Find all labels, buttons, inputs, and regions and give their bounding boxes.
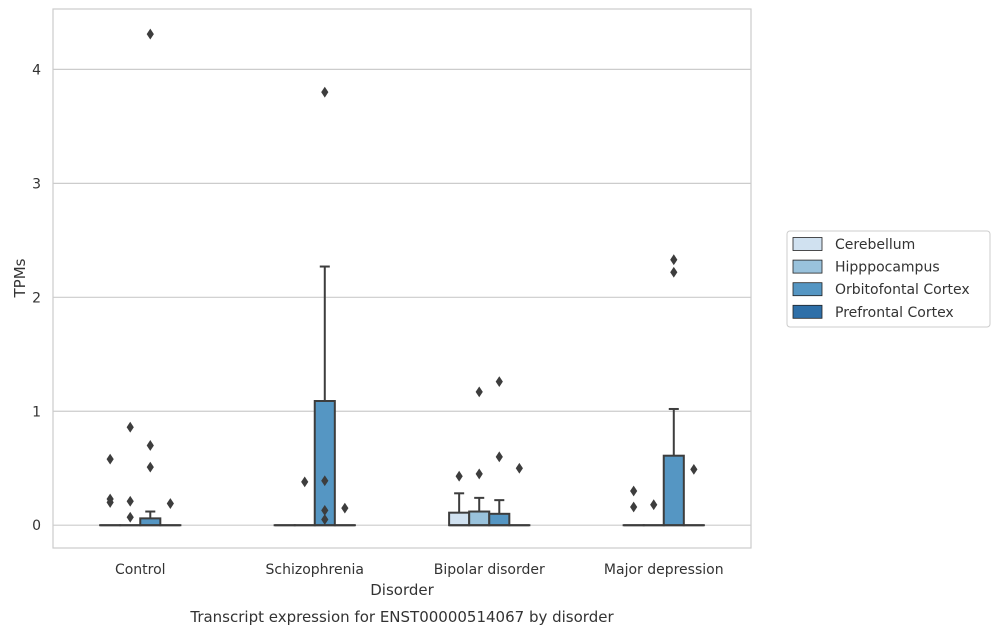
outlier-point [146, 461, 154, 473]
outlier-point [146, 440, 154, 451]
box [662, 454, 685, 527]
legend-label: Prefrontal Cortex [835, 305, 954, 321]
y-tick-label: 1 [32, 404, 41, 420]
x-tick-label: Bipolar disorder [434, 562, 545, 578]
outlier-point [630, 501, 638, 513]
outlier-point [670, 266, 678, 278]
outlier-point [301, 476, 309, 488]
outlier-point [341, 502, 349, 514]
x-tick-label: Major depression [604, 562, 724, 578]
outlier-point [106, 497, 114, 508]
outlier-point [515, 462, 523, 474]
outlier-point [630, 485, 638, 497]
y-tick-label: 0 [32, 518, 41, 534]
x-axis-ticks: Control Schizophrenia Bipolar disorder Majo… [115, 562, 724, 578]
legend-frame [786, 230, 991, 328]
box [468, 510, 491, 527]
outlier-point [495, 451, 503, 463]
outlier-point [166, 498, 174, 509]
box-group [488, 499, 511, 527]
outlier-point [670, 254, 678, 266]
legend-label: Cerebellum [835, 237, 915, 253]
box-group [448, 492, 471, 527]
box-group [139, 510, 162, 527]
outlier-point [126, 421, 134, 433]
y-tick-label: 3 [32, 176, 41, 192]
outlier-point [126, 495, 134, 507]
box-group [662, 407, 685, 527]
legend-swatch [792, 259, 823, 274]
box-group [313, 265, 336, 527]
outlier-point [475, 386, 483, 398]
y-tick-label: 2 [32, 290, 41, 306]
box [448, 511, 471, 527]
box-group [468, 496, 491, 527]
gridlines [53, 68, 751, 526]
outliers [106, 28, 698, 525]
x-axis-title: Disorder [370, 581, 434, 599]
boxes [99, 265, 705, 527]
legend-label: Hipppocampus [835, 260, 940, 276]
x-tick-label: Control [115, 562, 166, 578]
outlier-point [321, 475, 329, 487]
y-axis-title: TPMs [11, 258, 29, 298]
legend-label: Orbitofontal Cortex [835, 282, 970, 298]
outlier-point [321, 514, 329, 525]
outlier-point [475, 468, 483, 480]
legend-swatch [792, 237, 823, 251]
y-tick-label: 4 [32, 62, 41, 78]
legend-swatch [792, 282, 823, 297]
plot-frame [52, 8, 752, 549]
outlier-point [650, 499, 658, 511]
y-axis-ticks: 0 1 2 3 4 [32, 62, 41, 534]
box [139, 517, 162, 527]
outlier-point [321, 504, 329, 516]
legend: Cerebellum Hipppocampus Orbitofontal Corte… [786, 230, 991, 328]
legend-swatch [792, 304, 823, 319]
outlier-point [146, 28, 154, 40]
outlier-point [495, 376, 503, 388]
box [488, 512, 511, 527]
chart-title: Transcript expression for ENST0000051406… [189, 608, 614, 626]
outlier-point [106, 453, 114, 465]
outlier-point [455, 470, 463, 482]
outlier-point [690, 463, 698, 475]
outlier-point [126, 511, 134, 523]
outlier-point [321, 86, 329, 98]
x-tick-label: Schizophrenia [266, 562, 364, 578]
